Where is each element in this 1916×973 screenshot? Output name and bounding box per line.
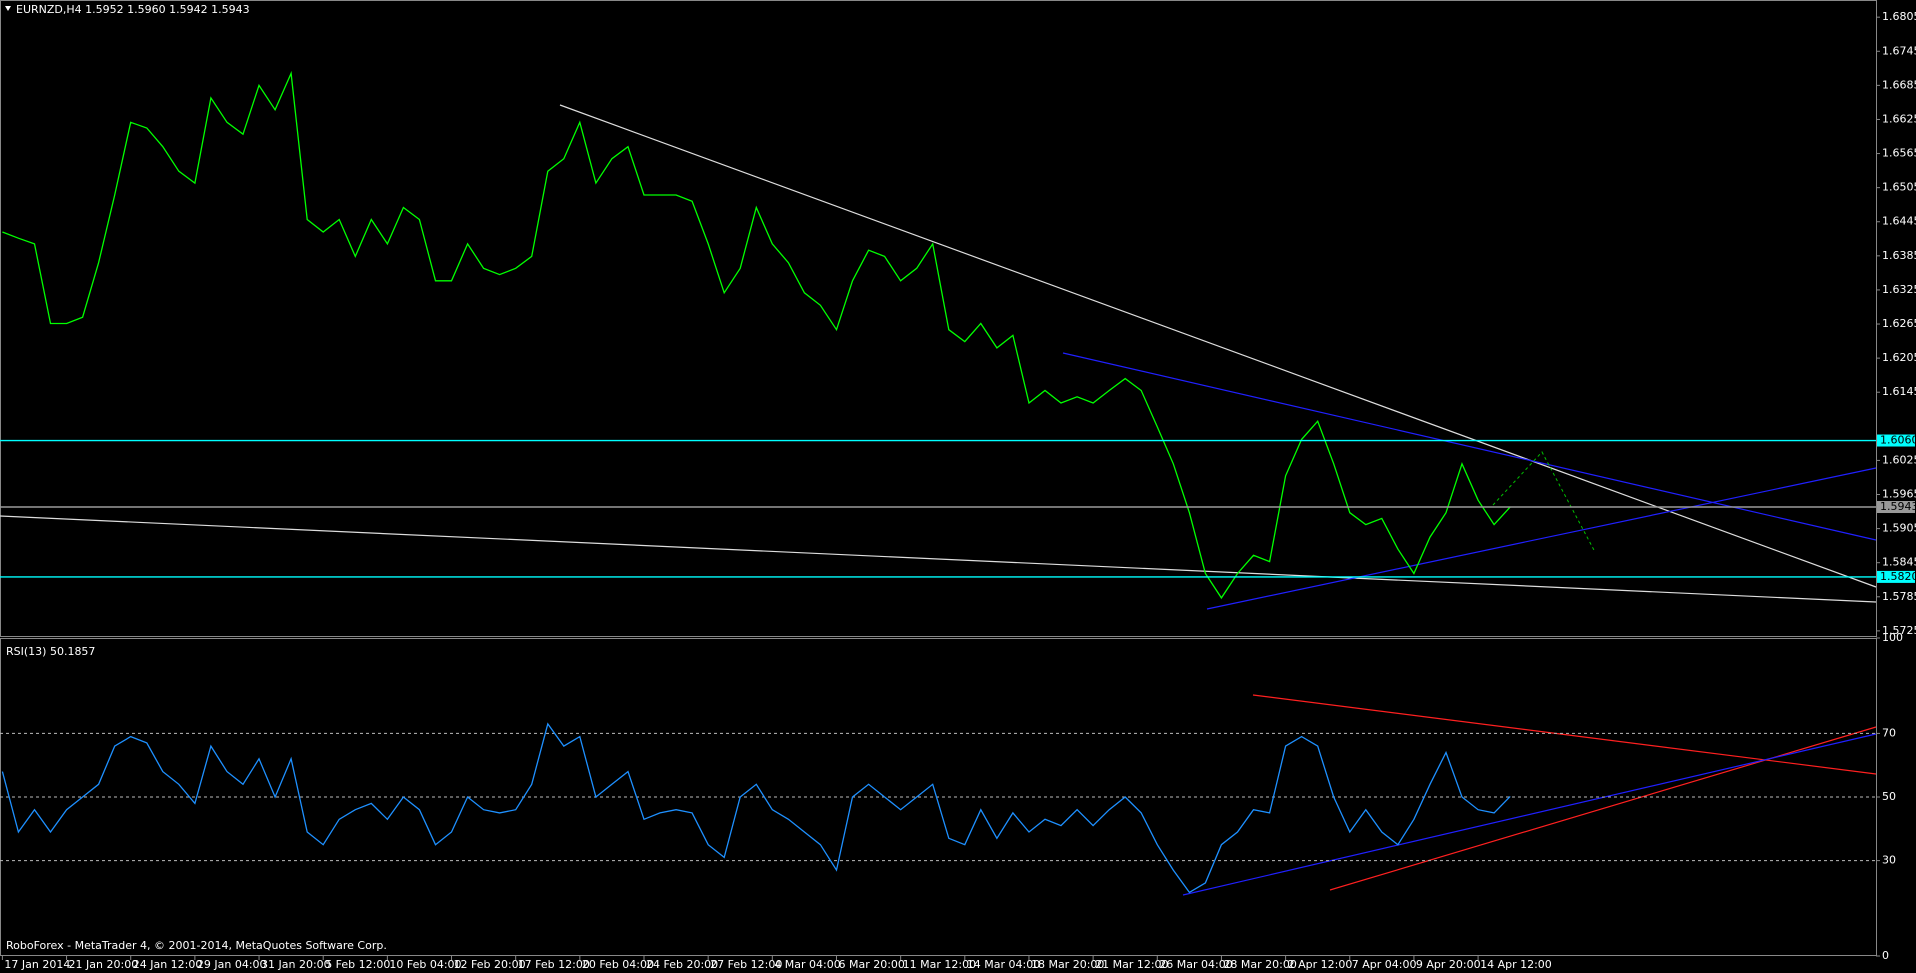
x-tick-label: 26 Mar 04:00 [1159, 958, 1232, 971]
chart-title: EURNZD,H4 1.5952 1.5960 1.5942 1.5943 [16, 3, 250, 16]
x-tick-label: 14 Apr 12:00 [1480, 958, 1552, 971]
rsi-trend-line [1329, 726, 1877, 891]
x-tick-label: 17 Jan 2014 [4, 958, 70, 971]
y-tick-label: 50 [1882, 790, 1896, 803]
x-tick-label: 21 Jan 20:00 [69, 958, 139, 971]
y-tick-label: 1.6685 [1882, 78, 1916, 91]
y-tick-label: 1.6805 [1882, 10, 1916, 23]
x-tick-label: 18 Mar 20:00 [1031, 958, 1104, 971]
rsi-trend-line [1252, 694, 1877, 775]
y-tick-label: 70 [1882, 726, 1896, 739]
price-label: 1.6060 [1880, 434, 1916, 447]
y-tick-label: 1.6265 [1882, 317, 1916, 330]
x-tick-label: 28 Mar 20:00 [1223, 958, 1296, 971]
y-tick-label: 1.5845 [1882, 556, 1916, 569]
x-tick-label: 27 Feb 12:00 [710, 958, 782, 971]
x-tick-label: 31 Jan 20:00 [261, 958, 331, 971]
price-label-box [1877, 570, 1915, 583]
y-tick-label: 1.6325 [1882, 283, 1916, 296]
y-tick-label: 1.5785 [1882, 590, 1916, 603]
x-tick-label: 24 Jan 12:00 [133, 958, 203, 971]
x-tick-label: 4 Mar 04:00 [774, 958, 840, 971]
series-line [2, 70, 1511, 600]
trend-line [1206, 467, 1877, 610]
price-label-box [1877, 501, 1915, 514]
rsi-title: RSI(13) 50.1857 [6, 645, 95, 658]
x-tick-label: 14 Mar 04:00 [967, 958, 1040, 971]
y-tick-label: 1.6025 [1882, 453, 1916, 466]
y-tick-label: 0 [1882, 949, 1889, 962]
y-tick-label: 30 [1882, 854, 1896, 867]
y-tick-label: 1.5905 [1882, 522, 1916, 535]
x-tick-label: 2 Apr 12:00 [1288, 958, 1353, 971]
menu-arrow[interactable] [5, 6, 11, 11]
x-tick-label: 29 Jan 04:00 [197, 958, 267, 971]
series-line [1, 722, 1511, 894]
x-tick-label: 11 Mar 12:00 [903, 958, 976, 971]
y-tick-label: 1.6445 [1882, 215, 1916, 228]
x-tick-label: 21 Mar 12:00 [1095, 958, 1168, 971]
x-tick-label: 7 Apr 04:00 [1352, 958, 1417, 971]
x-tick-label: 10 Feb 04:00 [389, 958, 461, 971]
projection [1492, 451, 1596, 553]
trend-line [0, 515, 1877, 603]
x-tick-label: 20 Feb 04:00 [582, 958, 654, 971]
y-tick-label: 1.6625 [1882, 112, 1916, 125]
price-label: 1.5820 [1880, 570, 1916, 583]
y-tick-label: 1.6205 [1882, 351, 1916, 364]
y-tick-label: 1.5725 [1882, 624, 1916, 637]
trend-line [1062, 352, 1877, 541]
price-label: 1.5943 [1880, 500, 1916, 513]
x-tick-label: 6 Mar 20:00 [838, 958, 904, 971]
y-tick-label: 1.6565 [1882, 147, 1916, 160]
y-tick-label: 100 [1882, 631, 1903, 644]
price-label-box [1877, 434, 1915, 447]
x-tick-label: 24 Feb 20:00 [646, 958, 718, 971]
y-tick-label: 1.6745 [1882, 44, 1916, 57]
y-tick-label: 1.6145 [1882, 385, 1916, 398]
rsi-trend-line [1182, 733, 1877, 896]
x-tick-label: 12 Feb 20:00 [454, 958, 526, 971]
y-tick-label: 1.6385 [1882, 249, 1916, 262]
y-tick-label: 1.6505 [1882, 181, 1916, 194]
x-tick-label: 17 Feb 12:00 [518, 958, 590, 971]
main-pane-border [0, 0, 1877, 637]
x-tick-label: 5 Feb 12:00 [325, 958, 390, 971]
y-tick-label: 1.5965 [1882, 488, 1916, 501]
footer: RoboForex - MetaTrader 4, © 2001-2014, M… [6, 939, 387, 952]
x-tick-label: 9 Apr 20:00 [1416, 958, 1481, 971]
